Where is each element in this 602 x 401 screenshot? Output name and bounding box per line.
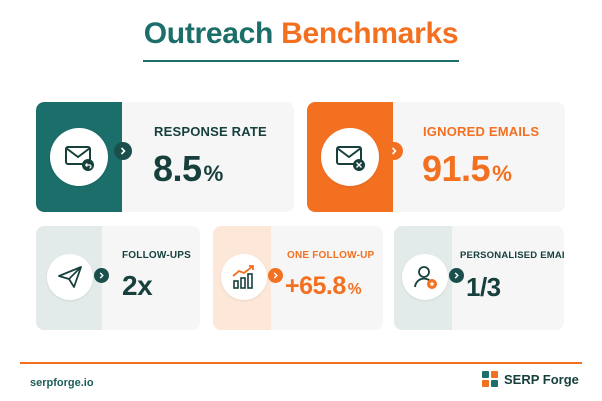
one-follow-up-card: ONE FOLLOW-UP +65.8% — [213, 226, 383, 330]
response-rate-unit: % — [203, 161, 224, 186]
one-follow-up-number: +65.8 — [285, 272, 346, 300]
chevron-right-icon — [449, 268, 464, 283]
envelope-close-icon — [321, 128, 379, 186]
serp-forge-logo-icon — [482, 371, 498, 387]
growth-chart-icon — [221, 254, 267, 300]
footer-divider — [20, 362, 582, 364]
ignored-emails-card: IGNORED EMAILS 91.5% — [307, 102, 565, 212]
personalised-emails-label: PERSONALISED EMAILS — [460, 250, 564, 261]
personalised-emails-value: 1/3 — [466, 272, 501, 302]
chevron-right-icon — [114, 142, 132, 160]
user-star-icon — [402, 254, 448, 300]
footer-url-link[interactable]: serpforge.io — [30, 377, 94, 389]
chevron-right-icon — [94, 268, 109, 283]
one-follow-up-unit: % — [347, 281, 362, 298]
follow-ups-card: FOLLOW-UPS 2x — [36, 226, 200, 330]
page-title: Outreach Benchmarks — [0, 16, 602, 52]
response-rate-card: RESPONSE RATE 8.5% — [36, 102, 294, 212]
envelope-reply-icon — [50, 128, 108, 186]
response-rate-number: 8.5 — [153, 148, 202, 189]
title-part-1: Outreach — [143, 17, 274, 50]
title-underline — [143, 60, 459, 62]
ignored-emails-label: IGNORED EMAILS — [423, 124, 540, 139]
ignored-emails-unit: % — [492, 161, 512, 186]
ignored-emails-value: 91.5% — [422, 148, 512, 190]
paper-plane-icon — [47, 254, 93, 300]
title-part-2: Benchmarks — [281, 17, 459, 50]
chevron-right-icon — [385, 142, 403, 160]
follow-ups-value: 2x — [122, 270, 153, 301]
brand-name: SERP Forge — [504, 371, 579, 387]
ignored-emails-number: 91.5 — [422, 148, 491, 189]
response-rate-value: 8.5% — [153, 148, 223, 190]
response-rate-label: RESPONSE RATE — [154, 124, 267, 139]
one-follow-up-label: ONE FOLLOW-UP — [287, 250, 375, 261]
one-follow-up-value: +65.8% — [285, 272, 362, 301]
personalised-emails-card: PERSONALISED EMAILS 1/3 — [394, 226, 564, 330]
brand-logo: SERP Forge — [482, 371, 579, 387]
follow-ups-label: FOLLOW-UPS — [122, 250, 192, 261]
chevron-right-icon — [268, 268, 283, 283]
